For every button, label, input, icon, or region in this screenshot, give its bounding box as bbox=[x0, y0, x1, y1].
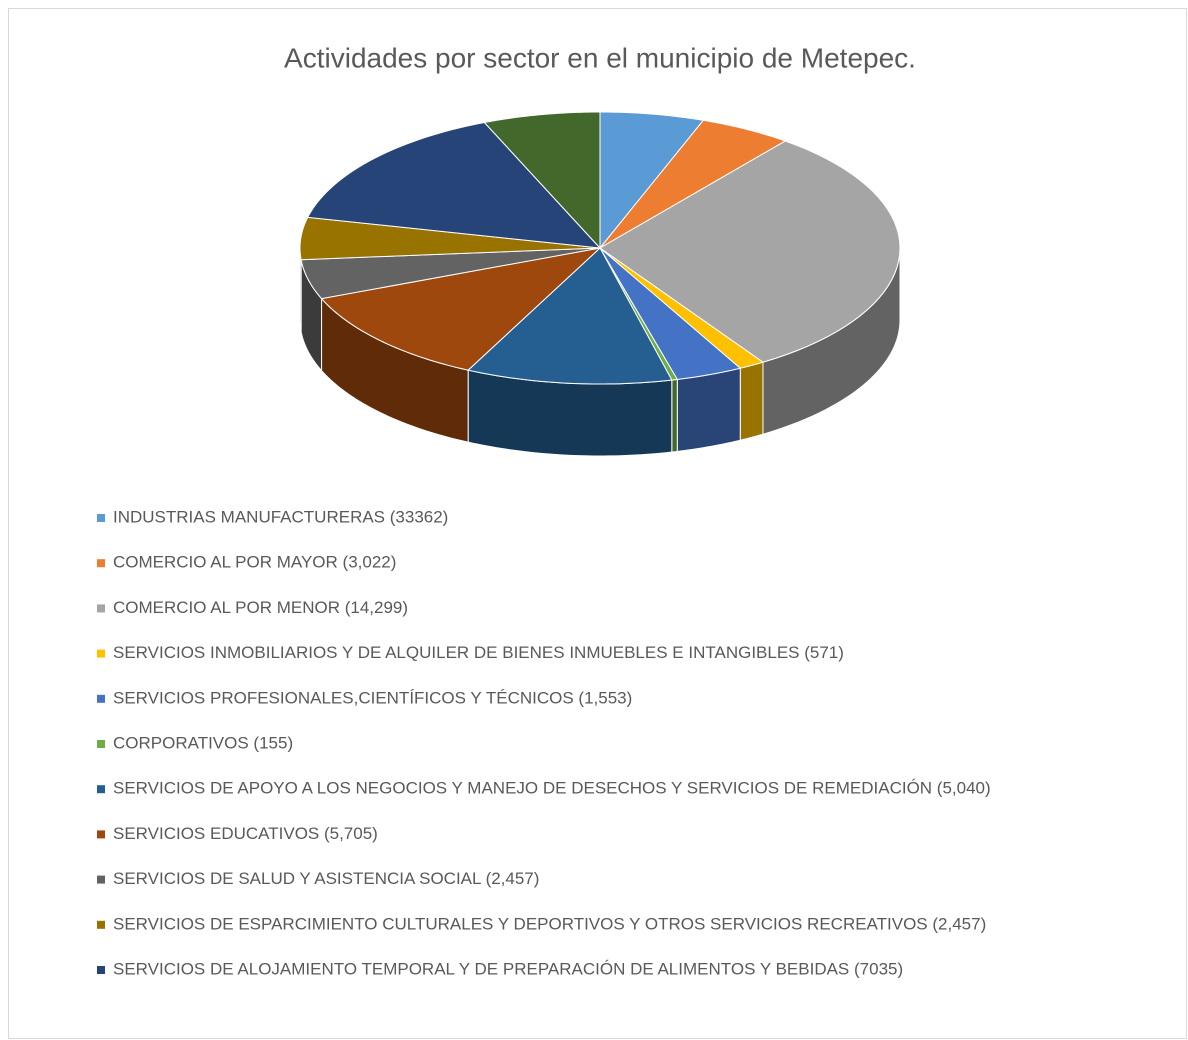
legend-marker bbox=[97, 740, 105, 748]
pie-slice bbox=[300, 247, 601, 300]
legend-label: SERVICIOS EDUCATIVOS (5,705) bbox=[113, 824, 378, 843]
legend-label: COMERCIO AL POR MENOR (14,299) bbox=[113, 598, 408, 617]
legend-label: COMERCIO AL POR MAYOR (3,022) bbox=[113, 553, 396, 572]
pie-side bbox=[676, 367, 741, 452]
pie-slice bbox=[599, 247, 679, 381]
legend-marker bbox=[97, 920, 105, 929]
pie-slice bbox=[483, 111, 601, 250]
pie-slice bbox=[467, 247, 673, 385]
legend-label: INDUSTRIAS MANUFACTURERAS (33362) bbox=[113, 507, 448, 526]
legend-label: SERVICIOS DE APOYO A LOS NEGOCIOS Y MANE… bbox=[113, 779, 991, 798]
pie-slice bbox=[320, 247, 602, 371]
legend-label: SERVICIOS DE SALUD Y ASISTENCIA SOCIAL (… bbox=[113, 869, 539, 888]
legend-label: SERVICIOS DE ALOJAMIENTO TEMPORAL Y DE P… bbox=[113, 959, 903, 978]
legend-label: CORPORATIVOS (155) bbox=[113, 733, 293, 752]
legend-marker bbox=[97, 649, 105, 658]
pie-slice bbox=[599, 247, 765, 369]
chart-title: Actividades por sector en el municipio d… bbox=[284, 42, 916, 73]
legend-marker bbox=[97, 830, 105, 839]
legend-label: SERVICIOS DE ESPARCIMIENTO CULTURALES Y … bbox=[113, 914, 986, 933]
legend-marker bbox=[97, 559, 105, 568]
pie-slice bbox=[599, 247, 742, 380]
legend-marker bbox=[97, 604, 105, 613]
pie-side bbox=[739, 361, 764, 441]
pie-slice bbox=[599, 119, 787, 249]
pie-side bbox=[671, 378, 678, 453]
legend-marker bbox=[97, 514, 105, 522]
legend-marker bbox=[97, 966, 105, 974]
legend-label: SERVICIOS PROFESIONALES,CIENTÍFICOS Y TÉ… bbox=[113, 688, 632, 707]
legend-label: SERVICIOS INMOBILIARIOS Y DE ALQUILER DE… bbox=[113, 643, 844, 662]
pie-slice bbox=[306, 121, 602, 249]
pie-slice bbox=[599, 111, 705, 250]
legend-marker bbox=[97, 785, 105, 794]
legend: INDUSTRIAS MANUFACTURERAS (33362) COMERCI… bbox=[97, 507, 991, 978]
legend-marker bbox=[97, 875, 105, 884]
pie-slice bbox=[299, 216, 601, 261]
pie-tops bbox=[299, 111, 901, 385]
pie-slice bbox=[599, 140, 901, 363]
legend-marker bbox=[97, 694, 105, 703]
